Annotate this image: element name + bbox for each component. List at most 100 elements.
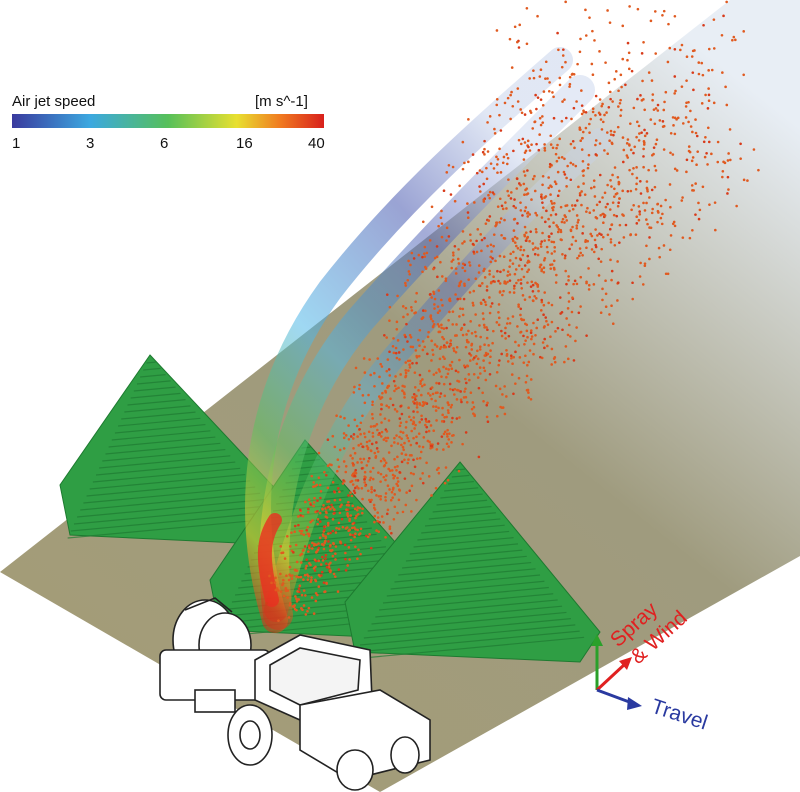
droplet	[618, 197, 621, 200]
droplet	[611, 174, 614, 177]
droplet	[348, 529, 351, 532]
droplet	[606, 152, 609, 155]
droplet	[456, 380, 459, 383]
droplet	[466, 401, 469, 404]
droplet	[674, 133, 677, 136]
droplet	[415, 499, 418, 502]
droplet	[331, 549, 334, 552]
droplet	[324, 535, 327, 538]
droplet	[452, 251, 455, 254]
droplet	[265, 602, 268, 605]
droplet	[396, 410, 399, 413]
droplet	[588, 284, 591, 287]
droplet	[333, 573, 336, 576]
droplet	[342, 482, 345, 485]
droplet	[717, 141, 720, 144]
droplet	[722, 15, 725, 18]
droplet	[708, 203, 711, 206]
droplet	[689, 237, 692, 240]
droplet	[509, 259, 512, 262]
droplet	[516, 237, 519, 240]
droplet	[458, 359, 461, 362]
droplet	[443, 189, 446, 192]
droplet	[641, 80, 644, 83]
droplet	[372, 467, 375, 470]
droplet	[568, 210, 571, 213]
droplet	[552, 96, 555, 99]
droplet	[396, 465, 399, 468]
droplet	[379, 413, 382, 416]
droplet	[489, 261, 492, 264]
droplet	[410, 345, 413, 348]
droplet	[613, 131, 616, 134]
droplet	[586, 240, 589, 243]
droplet	[414, 371, 417, 374]
droplet	[505, 349, 508, 352]
droplet	[610, 130, 613, 133]
droplet	[457, 389, 460, 392]
droplet	[427, 336, 430, 339]
droplet	[500, 330, 503, 333]
droplet	[501, 294, 504, 297]
droplet	[559, 84, 562, 87]
droplet	[298, 587, 301, 590]
droplet	[503, 280, 506, 283]
droplet	[315, 580, 318, 583]
droplet	[467, 216, 470, 219]
droplet	[385, 474, 388, 477]
droplet	[582, 131, 585, 134]
droplet	[483, 237, 486, 240]
droplet	[387, 358, 390, 361]
droplet	[559, 296, 562, 299]
droplet	[635, 183, 638, 186]
droplet	[606, 184, 609, 187]
droplet	[430, 494, 433, 497]
droplet	[422, 446, 425, 449]
droplet	[440, 392, 443, 395]
droplet	[373, 521, 376, 524]
droplet	[335, 527, 338, 530]
droplet	[327, 522, 330, 525]
droplet	[567, 358, 570, 361]
droplet	[567, 292, 570, 295]
droplet	[407, 360, 410, 363]
droplet	[322, 559, 325, 562]
droplet	[579, 139, 582, 142]
droplet	[553, 246, 556, 249]
droplet	[503, 255, 506, 258]
droplet	[368, 499, 371, 502]
droplet	[532, 290, 535, 293]
droplet	[295, 609, 298, 612]
droplet	[366, 441, 369, 444]
droplet	[406, 340, 409, 343]
droplet	[441, 236, 444, 239]
droplet	[360, 421, 363, 424]
droplet	[393, 458, 396, 461]
droplet	[351, 534, 354, 537]
droplet	[469, 359, 472, 362]
droplet	[450, 344, 453, 347]
droplet	[437, 305, 440, 308]
droplet	[594, 144, 597, 147]
droplet	[594, 195, 597, 198]
droplet	[641, 99, 644, 102]
droplet	[658, 247, 661, 250]
droplet	[518, 24, 521, 27]
droplet	[663, 244, 666, 247]
droplet	[572, 163, 575, 166]
droplet	[559, 312, 562, 315]
droplet	[422, 349, 425, 352]
droplet	[403, 442, 406, 445]
droplet	[639, 180, 642, 183]
droplet	[408, 363, 411, 366]
droplet	[524, 226, 527, 229]
droplet	[437, 407, 440, 410]
droplet	[423, 383, 426, 386]
droplet	[536, 214, 539, 217]
droplet	[376, 357, 379, 360]
droplet	[370, 499, 373, 502]
droplet	[532, 248, 535, 251]
droplet	[293, 605, 296, 608]
droplet	[465, 346, 468, 349]
droplet	[330, 504, 333, 507]
